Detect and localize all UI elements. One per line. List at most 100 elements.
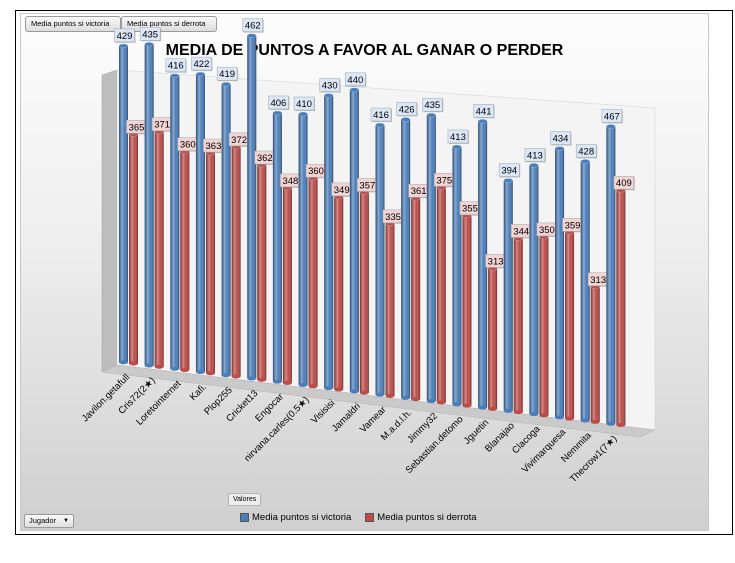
- victoria-bar-bottom: [170, 366, 180, 371]
- derrota-data-label-box: [613, 175, 635, 190]
- field-button-victoria[interactable]: Media puntos si victoria: [25, 16, 121, 32]
- row-field-label: Jugador: [29, 516, 57, 525]
- victoria-bar: [170, 73, 180, 371]
- derrota-bar-bottom: [411, 397, 421, 402]
- victoria-bar-top: [426, 112, 437, 118]
- derrota-bar: [513, 236, 523, 415]
- derrota-data-label: 361: [408, 183, 430, 199]
- derrota-bar: [487, 266, 498, 411]
- victoria-bar-shade: [580, 161, 590, 421]
- row-field-dropdown[interactable]: Jugador ▼: [24, 514, 74, 528]
- values-field-button[interactable]: Valores: [228, 493, 262, 506]
- derrota-data-label-text: 313: [488, 256, 504, 267]
- victoria-bar-bottom: [221, 373, 231, 378]
- derrota-data-label-text: 357: [359, 180, 375, 191]
- victoria-data-label-text: 462: [245, 21, 261, 32]
- derrota-bar-shade: [180, 151, 190, 370]
- victoria-bar-top: [554, 146, 565, 151]
- derrota-bar: [385, 221, 395, 398]
- derrota-bar-bottom: [359, 390, 369, 395]
- victoria-bar-top: [118, 43, 129, 49]
- victoria-data-label-text: 434: [553, 134, 569, 145]
- victoria-data-label: 428: [575, 144, 598, 159]
- victoria-data-label: 413: [447, 129, 469, 144]
- victoria-bar: [221, 81, 231, 378]
- victoria-data-label: 435: [139, 27, 162, 42]
- victoria-data-label-box: [550, 131, 571, 145]
- derrota-bar-bottom: [180, 367, 190, 372]
- derrota-data-label: 360: [177, 137, 199, 152]
- victoria-bar: [375, 122, 385, 397]
- victoria-data-label: 429: [114, 28, 136, 43]
- victoria-data-label-box: [473, 104, 494, 118]
- derrota-bar: [308, 175, 318, 389]
- derrota-data-label-text: 371: [154, 120, 170, 131]
- derrota-bar-bottom: [539, 413, 549, 418]
- derrota-data-label: 365: [126, 120, 148, 135]
- victoria-bar: [144, 42, 154, 368]
- victoria-data-label: 406: [268, 95, 290, 110]
- victoria-bar-bottom: [272, 379, 282, 384]
- derrota-bar-shade: [129, 134, 138, 364]
- victoria-data-label-text: 410: [296, 99, 312, 110]
- victoria-data-label-text: 440: [347, 75, 363, 86]
- derrota-bar: [231, 144, 241, 379]
- victoria-bar-top: [503, 178, 513, 183]
- derrota-bar-shade: [308, 178, 318, 387]
- derrota-data-label-text: 359: [565, 220, 581, 231]
- victoria-bar-shade: [144, 44, 154, 366]
- derrota-bar: [154, 129, 164, 369]
- victoria-data-label: 430: [319, 78, 341, 93]
- legend-label-victoria: Media puntos si victoria: [252, 512, 352, 523]
- derrota-bar-shade: [205, 153, 215, 374]
- derrota-bar: [205, 150, 216, 376]
- victoria-bar: [554, 146, 565, 420]
- victoria-bar: [298, 111, 308, 387]
- victoria-data-label-box: [242, 18, 263, 32]
- victoria-data-label-text: 416: [168, 61, 184, 72]
- derrota-bar-shade: [590, 286, 600, 422]
- victoria-bar: [529, 163, 539, 417]
- derrota-bar-shade: [411, 198, 421, 400]
- derrota-bar-bottom: [513, 410, 523, 415]
- victoria-bar-bottom: [503, 408, 513, 413]
- victoria-data-label: 434: [550, 131, 572, 146]
- derrota-data-label: 375: [434, 173, 456, 188]
- derrota-bar-bottom: [154, 364, 164, 369]
- derrota-bar: [564, 230, 575, 421]
- victoria-bar-shade: [324, 95, 334, 389]
- derrota-bar-bottom: [565, 416, 575, 421]
- victoria-data-label-text: 426: [399, 104, 415, 115]
- victoria-data-label: 440: [345, 72, 367, 87]
- victoria-bar-shade: [221, 84, 231, 376]
- victoria-bar-shade: [349, 89, 359, 392]
- victoria-data-label: 422: [191, 56, 213, 72]
- victoria-bar-bottom: [324, 386, 334, 391]
- victoria-bar-top: [323, 93, 334, 98]
- victoria-bar-bottom: [144, 363, 154, 368]
- victoria-data-label-box: [319, 78, 340, 92]
- derrota-bar-shade: [334, 196, 344, 390]
- victoria-bar-top: [452, 144, 462, 150]
- victoria-data-label-box: [345, 72, 366, 87]
- victoria-bar-top: [298, 111, 308, 117]
- derrota-data-label-text: 313: [590, 275, 606, 286]
- derrota-bar-shade: [462, 215, 472, 406]
- derrota-bar-shade: [565, 232, 575, 419]
- victoria-bar-shade: [452, 146, 462, 405]
- victoria-bar-shade: [375, 125, 385, 395]
- victoria-data-label-box: [601, 109, 623, 123]
- victoria-bar-bottom: [298, 382, 308, 387]
- derrota-data-label: 344: [511, 224, 533, 239]
- victoria-bar-bottom: [478, 405, 488, 410]
- victoria-data-label: 410: [293, 96, 316, 111]
- victoria-data-label: 419: [216, 66, 239, 82]
- victoria-bar-bottom: [606, 421, 616, 426]
- victoria-bar-top: [606, 124, 616, 129]
- derrota-bar-shade: [385, 223, 395, 396]
- derrota-data-label: 350: [536, 222, 558, 237]
- victoria-bar-shade: [555, 148, 565, 418]
- victoria-bar-bottom: [452, 402, 462, 407]
- derrota-data-label: 349: [331, 182, 353, 197]
- victoria-bar-bottom: [426, 399, 436, 404]
